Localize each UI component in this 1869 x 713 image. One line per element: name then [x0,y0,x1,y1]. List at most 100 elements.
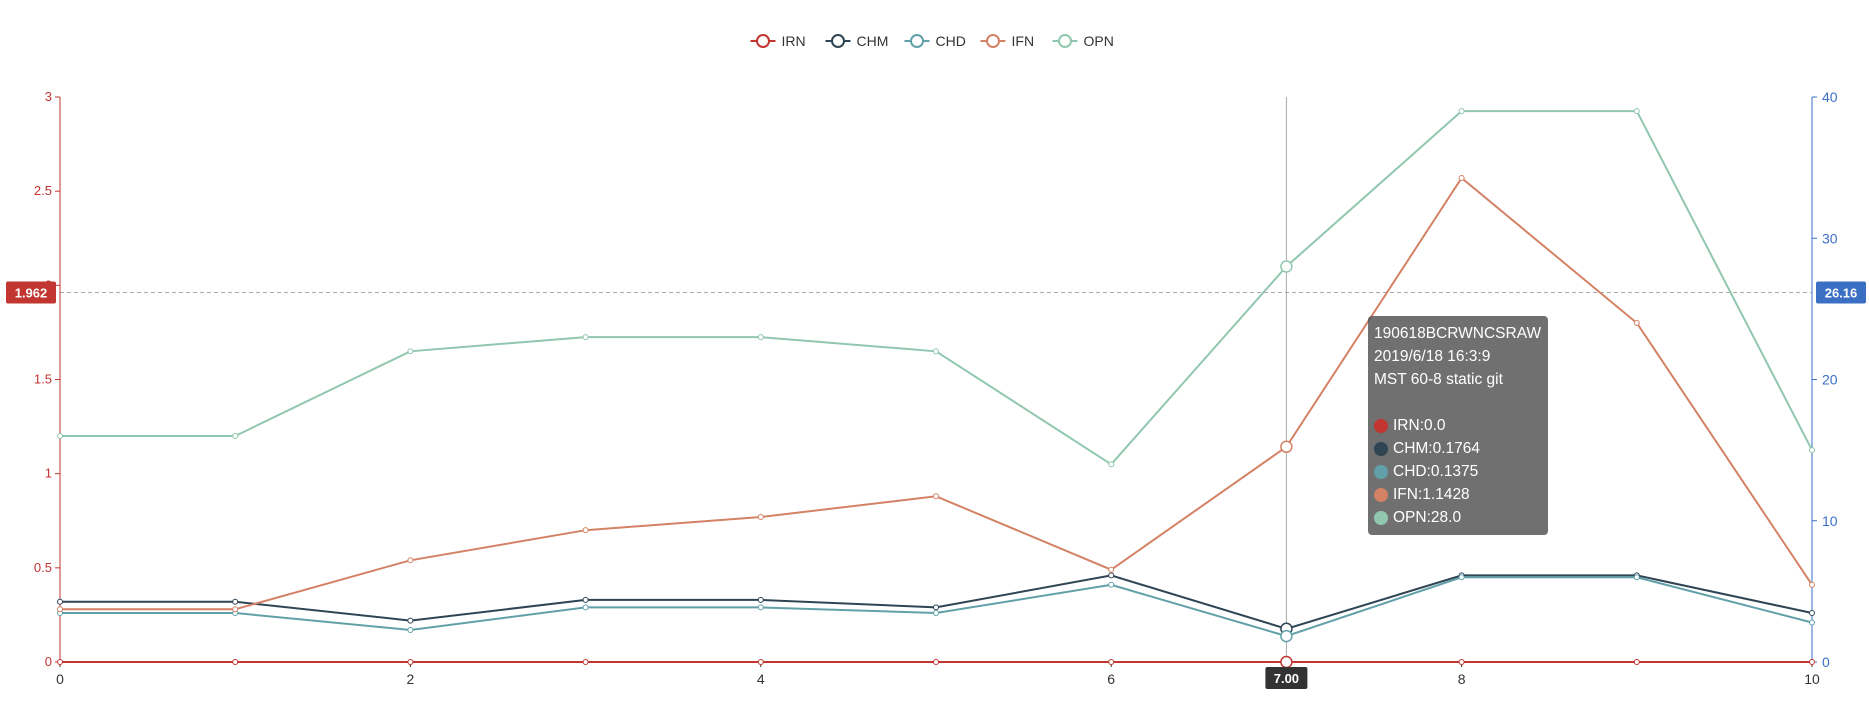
tooltip-dot-chd [1374,464,1388,479]
tooltip-title-1: 190618BCRWNCSRAW [1374,325,1542,342]
x-tick-label-0: 0 [56,671,64,687]
point-chd-2 [407,626,414,633]
point-opn-8 [1458,108,1465,115]
legend-label-ifn: IFN [1012,33,1035,49]
axis-pointer-y-left-label-box [6,281,56,304]
tooltip-label-ifn: IFN:1.1428 [1393,486,1470,503]
series-line-opn [60,110,1813,466]
axis-pointer-y-right-label-box [1816,281,1866,304]
point-chd-5 [933,610,939,617]
point-ifn-7 [1280,440,1293,454]
point-chd-9 [1633,574,1640,581]
y-right-tick-label-3: 30 [1822,230,1838,246]
point-opn-4 [757,334,764,341]
axis-pointer-x-label-box [1265,667,1308,689]
point-ifn-5 [933,493,939,500]
y-right-tick-label-1: 10 [1822,513,1838,529]
point-irn-3 [582,659,589,665]
point-irn-7 [1280,655,1293,669]
point-opn-6 [1108,461,1115,468]
tooltip-label-opn: OPN:28.0 [1393,509,1462,526]
point-irn-4 [757,659,764,665]
x-tick-label-5: 10 [1804,671,1820,687]
y-right-tick-label-0: 0 [1822,654,1830,670]
point-chm-1 [232,598,239,605]
x-tick-label-3: 6 [1107,671,1115,687]
point-irn-5 [933,659,939,665]
axis-pointer-y-left-label: 1.962 [15,285,48,300]
axis-pointer-y-right-label: 26.16 [1825,285,1858,300]
point-opn-1 [232,433,239,439]
tooltip-dot-chm [1374,441,1388,456]
point-opn-9 [1633,108,1640,115]
point-opn-10 [1809,447,1815,454]
legend-marker-irn [756,34,770,48]
point-opn-3 [582,334,589,341]
point-ifn-6 [1108,566,1115,573]
tooltip-label-chm: CHM:0.1764 [1393,440,1481,457]
point-irn-9 [1633,659,1640,665]
point-irn-10 [1809,659,1815,665]
point-chd-10 [1809,619,1815,626]
point-chm-6 [1108,572,1115,579]
point-ifn-10 [1809,581,1815,588]
legend-label-irn: IRN [782,33,806,49]
data-tooltip: 190618BCRWNCSRAW 2019/6/18 16:3:9 MST 60… [1368,316,1549,535]
point-ifn-4 [757,513,764,520]
point-ifn-9 [1633,320,1640,326]
y-right-tick-label-2: 20 [1822,372,1838,388]
y-left-tick-label-0: 0 [45,654,52,669]
y-left-tick-label-1: 0.5 [34,560,52,575]
tooltip-dot-irn [1374,418,1388,433]
x-tick-label-4: 8 [1458,671,1466,687]
y-left-tick-label-2: 1 [45,466,52,481]
point-chd-8 [1458,574,1465,581]
point-chm-5 [933,604,939,611]
point-ifn-1 [232,606,239,613]
x-tick-label-1: 2 [407,671,415,687]
tooltip-row-irn: IRN:0.0 [1374,414,1541,437]
legend-label-chm: CHM [857,33,889,49]
point-irn-2 [407,659,414,665]
tooltip-row-opn: OPN:28.0 [1374,506,1541,529]
tooltip-row-chd: CHD:0.1375 [1374,460,1541,483]
point-chm-4 [757,596,764,603]
point-opn-0 [57,433,63,439]
point-opn-5 [933,348,939,355]
tooltip-row-ifn: IFN:1.1428 [1374,483,1541,506]
point-chm-10 [1809,610,1815,617]
legend-marker-opn [1058,34,1072,48]
point-chd-7 [1280,629,1293,643]
tooltip-title-2: 2019/6/18 16:3:9 [1374,348,1491,365]
point-chm-0 [57,598,63,605]
y-left-tick-label-3: 1.5 [34,372,52,387]
point-ifn-0 [57,606,63,613]
legend-marker-ifn [986,34,1000,48]
tooltip-title-3: MST 60-8 static git [1374,371,1503,388]
y-left-tick-label-6: 3 [45,89,52,104]
point-irn-6 [1108,659,1115,665]
point-chd-3 [582,604,589,611]
point-ifn-3 [582,527,589,534]
legend-marker-chm [831,34,845,48]
axis-pointer-x-label: 7.00 [1274,671,1299,686]
point-irn-0 [57,659,63,665]
point-chd-4 [757,604,764,611]
legend-marker-chd [910,34,924,48]
x-tick-label-2: 4 [757,671,765,687]
point-irn-1 [232,659,239,665]
tooltip-label-irn: IRN:0.0 [1393,417,1446,434]
tooltip-row-chm: CHM:0.1764 [1374,437,1541,460]
legend-label-chd: CHD [936,33,966,49]
point-chm-3 [582,596,589,603]
point-ifn-8 [1458,174,1465,181]
point-irn-8 [1458,659,1465,665]
point-chd-6 [1108,581,1115,588]
point-chm-2 [407,617,414,624]
legend-label-opn: OPN [1084,33,1114,49]
tooltip-dot-ifn [1374,487,1388,502]
point-ifn-2 [407,557,414,564]
point-opn-2 [407,348,414,355]
y-left-tick-label-5: 2.5 [34,183,52,198]
